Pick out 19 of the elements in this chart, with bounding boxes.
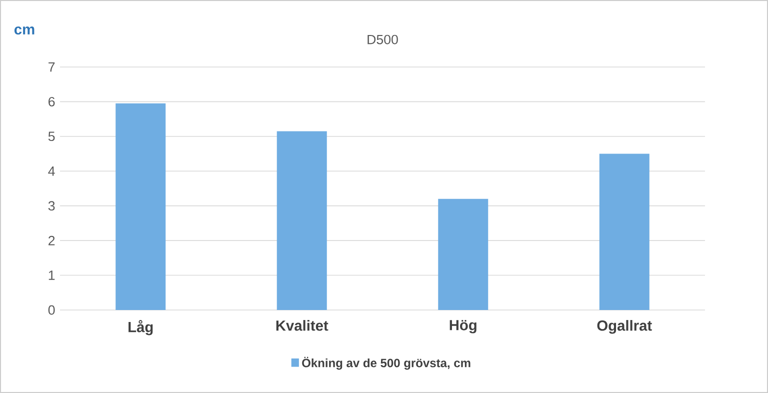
x-tick-label: Hög (450, 320, 476, 334)
legend-label: Ökning av de 500 grövsta, cm (302, 356, 470, 370)
y-tick-label: 5 (48, 132, 55, 142)
bar (276, 131, 327, 310)
bar (116, 103, 166, 310)
y-tick-label: 3 (48, 201, 55, 211)
bar (438, 198, 488, 310)
y-tick-label: 6 (48, 96, 55, 106)
y-tick-label: 7 (48, 62, 55, 72)
bar (599, 154, 650, 310)
x-tick-label: Kvalitet (276, 320, 328, 331)
y-tick-label: 2 (48, 236, 55, 246)
y-tick-label: 0 (48, 305, 55, 315)
chart-title: D500 (368, 34, 398, 44)
x-tick-label: Ogallrat (597, 320, 652, 334)
y-tick-label: 4 (48, 166, 55, 176)
y-axis-title: cm (14, 26, 34, 35)
x-tick-label: Låg (128, 320, 153, 336)
y-tick-label: 1 (48, 270, 55, 280)
